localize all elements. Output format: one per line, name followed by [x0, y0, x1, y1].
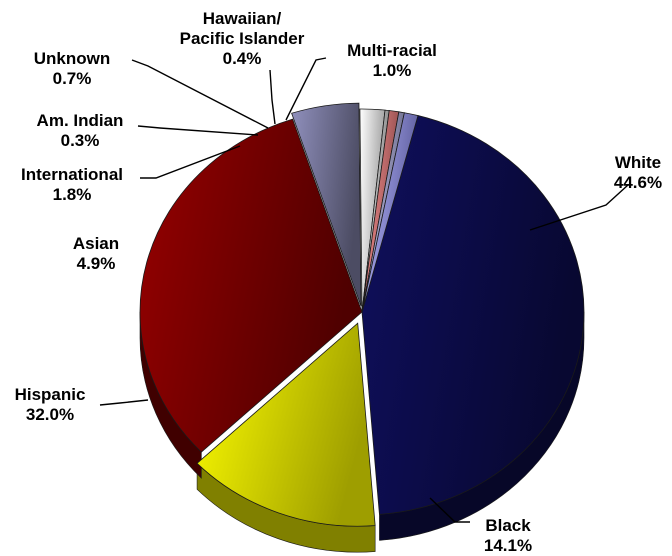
value-international: 1.8% [53, 185, 92, 204]
slice-black [196, 322, 376, 527]
value-hispanic: 32.0% [26, 405, 74, 424]
label-am-indian: Am. Indian [37, 111, 124, 130]
slice-asian [291, 102, 362, 307]
value-white: 44.6% [614, 173, 662, 192]
label-hispanic: Hispanic [15, 385, 86, 404]
leader-unknown [131, 59, 269, 129]
value-hawaiian-pacific-islander: 0.4% [223, 49, 262, 68]
label-hawaiian-pacific-islander: Hawaiian/ [203, 9, 282, 28]
label-white: White [615, 153, 661, 172]
pie-slices [139, 102, 585, 527]
label-multi-racial: Multi-racial [347, 41, 437, 60]
value-black: 14.1% [484, 536, 532, 555]
value-am-indian: 0.3% [61, 131, 100, 150]
label-unknown: Unknown [34, 49, 111, 68]
leader-hawaiian-pacific-islander [269, 69, 276, 125]
leader-international [140, 145, 241, 179]
label-hawaiian-pacific-islander: Pacific Islander [180, 29, 305, 48]
slice-hispanic [139, 118, 363, 453]
leader-hispanic [99, 399, 149, 406]
label-international: International [21, 165, 123, 184]
leader-lines [99, 57, 629, 523]
label-asian: Asian [73, 234, 119, 253]
slice-multi-racial [361, 112, 419, 313]
leader-am-indian [137, 125, 259, 136]
leader-black [429, 497, 470, 523]
leader-multi-racial [285, 57, 327, 121]
slice-white [361, 115, 585, 515]
value-unknown: 0.7% [53, 69, 92, 88]
leader-white [529, 184, 629, 231]
value-asian: 4.9% [77, 254, 116, 273]
label-black: Black [485, 516, 531, 535]
value-multi-racial: 1.0% [373, 61, 412, 80]
